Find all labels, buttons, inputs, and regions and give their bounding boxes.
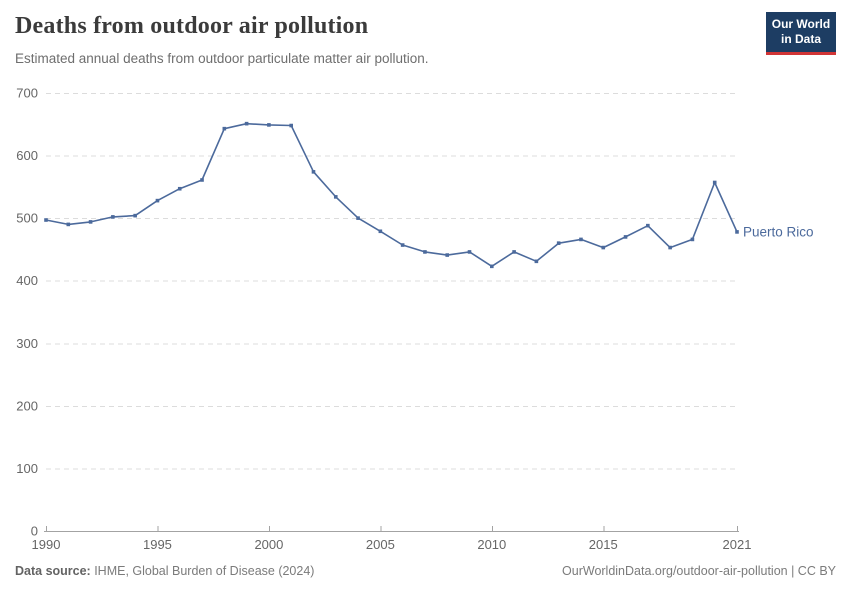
data-point xyxy=(222,126,227,131)
data-point xyxy=(490,264,494,269)
y-tick-label: 400 xyxy=(16,273,38,288)
y-tick-label: 200 xyxy=(16,398,38,413)
chart-subtitle: Estimated annual deaths from outdoor par… xyxy=(15,51,429,66)
data-point xyxy=(735,230,739,234)
owid-logo[interactable]: Our World in Data xyxy=(766,12,836,55)
data-point xyxy=(556,241,561,245)
x-tick-label: 2021 xyxy=(723,537,752,552)
x-tick-label: 2000 xyxy=(254,537,283,552)
data-point xyxy=(623,235,628,239)
data-point xyxy=(712,180,717,185)
owid-logo-line1: Our World xyxy=(771,17,831,32)
x-tick-label: 2015 xyxy=(589,537,618,552)
data-point xyxy=(400,243,405,247)
data-point xyxy=(177,186,182,191)
data-point xyxy=(356,216,360,220)
data-point xyxy=(155,198,160,203)
data-point xyxy=(534,259,539,264)
chart-footer: Data source: IHME, Global Burden of Dise… xyxy=(15,564,836,578)
data-point xyxy=(200,178,204,182)
data-point xyxy=(267,123,271,127)
data-source-text: IHME, Global Burden of Disease (2024) xyxy=(90,564,315,578)
data-point xyxy=(512,250,516,254)
data-point xyxy=(66,222,71,227)
y-tick-label: 600 xyxy=(16,148,38,163)
y-tick-label: 700 xyxy=(16,86,38,101)
page-title: Deaths from outdoor air pollution xyxy=(15,13,369,39)
x-tick-label: 1990 xyxy=(32,537,61,552)
data-point xyxy=(445,253,450,257)
data-point xyxy=(646,223,650,228)
x-tick-label: 2005 xyxy=(366,537,395,552)
data-point xyxy=(111,215,115,219)
y-tick-label: 100 xyxy=(16,461,38,476)
credit-link[interactable]: OurWorldinData.org/outdoor-air-pollution… xyxy=(562,564,836,578)
data-point xyxy=(601,245,606,250)
data-point xyxy=(133,213,137,218)
y-tick-label: 0 xyxy=(31,524,38,539)
line-series-puerto-rico xyxy=(45,122,738,268)
y-tick-label: 300 xyxy=(16,336,38,351)
data-point xyxy=(44,218,48,222)
data-source-label: Data source: xyxy=(15,564,91,578)
data-point xyxy=(289,123,293,128)
data-point xyxy=(244,121,249,126)
x-tick-label: 1995 xyxy=(143,537,172,552)
data-point xyxy=(668,245,672,250)
data-point xyxy=(311,170,316,174)
owid-logo-line2: in Data xyxy=(780,32,821,46)
y-tick-label: 500 xyxy=(16,211,38,226)
data-point xyxy=(423,250,427,254)
data-point xyxy=(690,237,695,242)
data-source: Data source: IHME, Global Burden of Dise… xyxy=(15,564,314,578)
data-point xyxy=(467,250,472,254)
series-label-puerto-rico[interactable]: Puerto Rico xyxy=(743,224,814,239)
data-point xyxy=(378,229,383,234)
data-point xyxy=(88,220,93,224)
data-point xyxy=(579,237,583,242)
data-point xyxy=(333,195,338,199)
x-tick-label: 2010 xyxy=(477,537,506,552)
